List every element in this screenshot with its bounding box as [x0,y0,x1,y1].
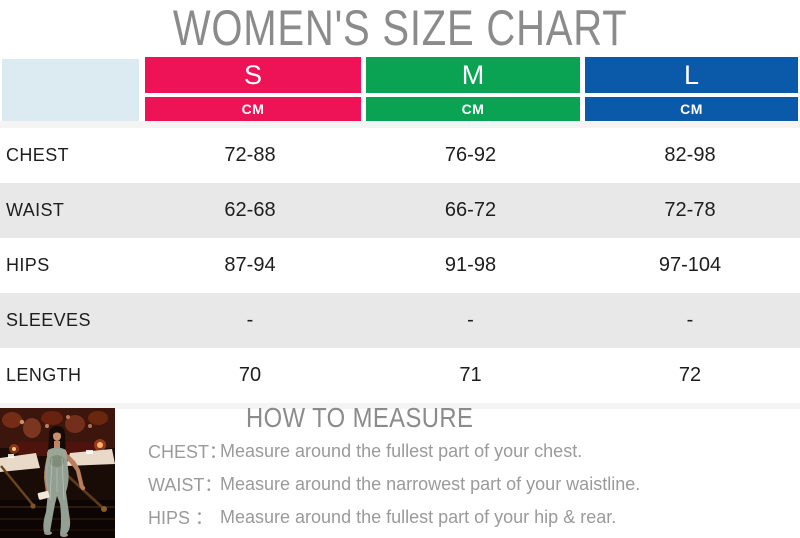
measure-text: Measure around the narrowest part of you… [220,473,641,494]
cell-value-s: 87-94 [224,254,276,276]
page-title: WOMEN'S SIZE CHART [172,0,628,56]
table-row-chest: CHEST 72-88 76-92 82-98 [0,128,800,183]
measure-text: Measure around the fullest part of your … [220,506,617,527]
measure-label: HIPS ： [148,508,214,528]
measure-item-hips: HIPS ： Measure around the fullest part o… [148,506,640,529]
unit-header-m: CM [366,97,580,121]
cell-value-l: 72 [678,364,702,386]
divider-strip-bottom [0,403,800,409]
row-label: HIPS [6,255,50,275]
table-row-sleeves: SLEEVES - - - [0,293,800,348]
cell-value-m: 71 [459,364,482,386]
cell-value-s: 70 [238,364,262,386]
measure-item-chest: CHEST： Measure around the fullest part o… [148,440,640,463]
cell-value-l: 72-78 [664,199,716,221]
cell-value-l: 82-98 [664,144,716,166]
cell-value-l: - [686,309,694,331]
cell-value-l: 97-104 [658,254,722,276]
table-corner-cell [2,59,139,121]
row-label: WAIST [6,200,65,220]
row-label: CHEST [6,145,70,165]
measure-instructions: CHEST： Measure around the fullest part o… [148,441,640,538]
measure-text: Measure around the fullest part of your … [220,440,583,461]
unit-header-l: CM [585,97,798,121]
unit-header-s: CM [145,97,361,121]
how-to-measure-heading: HOW TO MEASURE [246,402,474,433]
cell-value-s: 72-88 [224,144,276,166]
cell-value-m: - [467,309,474,331]
size-header-l: L [585,57,798,93]
divider-strip-top [0,121,800,128]
table-row-waist: WAIST 62-68 66-72 72-78 [0,183,800,238]
measure-label: WAIST： [148,475,223,495]
size-header-s: S [145,57,361,93]
table-row-hips: HIPS 87-94 91-98 97-104 [0,238,800,293]
measure-item-waist: WAIST： Measure around the narrowest part… [148,473,641,496]
row-label: SLEEVES [6,310,91,330]
size-table-body: CHEST 72-88 76-92 82-98 WAIST 62-68 66-7… [0,128,800,403]
table-row-length: LENGTH 70 71 72 [0,348,800,403]
row-label: LENGTH [6,365,82,385]
cell-value-m: 66-72 [444,199,497,221]
cell-value-m: 76-92 [444,144,497,166]
measure-label: CHEST： [148,442,228,462]
how-to-measure-heading-wrap: HOW TO MEASURE [115,402,605,434]
cell-value-s: 62-68 [224,199,276,221]
title-bar: WOMEN'S SIZE CHART [0,0,800,57]
cell-value-s: - [246,309,254,331]
cell-value-m: 91-98 [444,254,497,276]
size-header-m: M [366,57,580,93]
model-photo-image [0,408,115,538]
